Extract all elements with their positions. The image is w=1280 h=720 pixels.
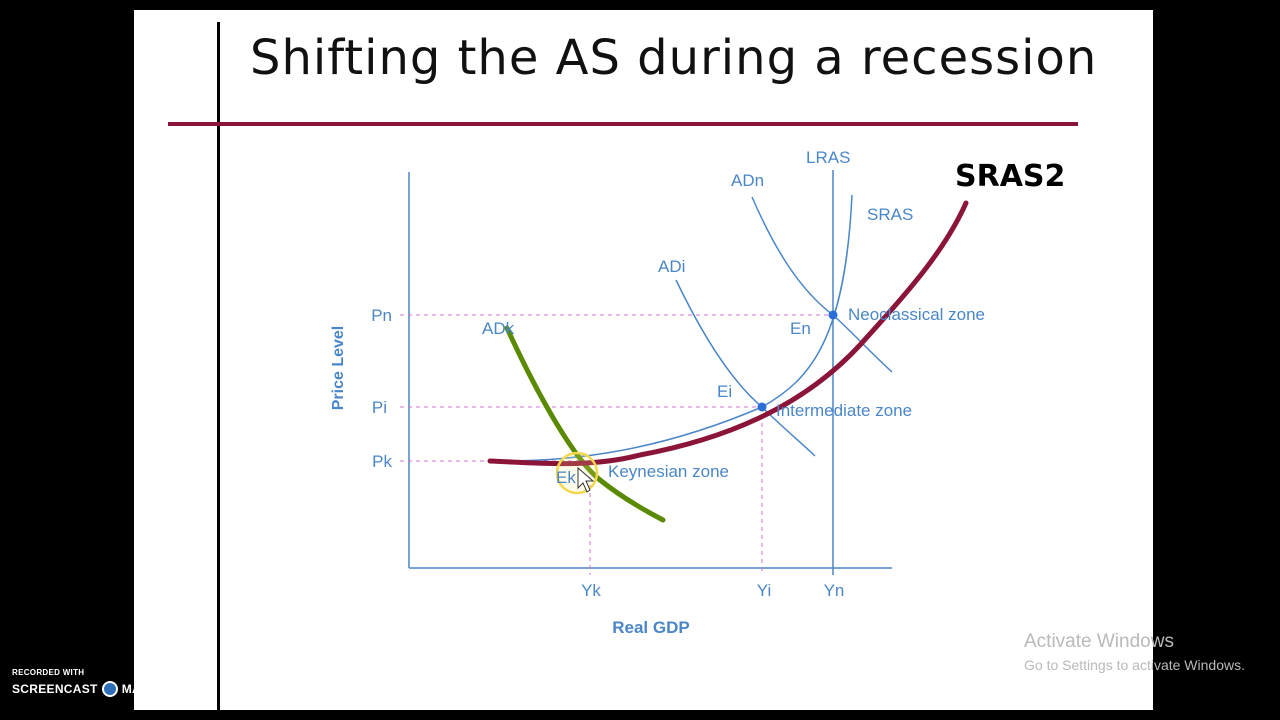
recorder-brand-part-2: MATIC (121, 682, 161, 696)
recorder-brand-part-1: SCREENCAST (12, 682, 98, 696)
en-point (828, 310, 838, 320)
watermark-title: Activate Windows (1024, 631, 1174, 652)
label-en: En (790, 319, 811, 338)
watermark-subtitle: Go to Settings to activate Windows. (1024, 657, 1245, 673)
label-keynesian-zone: Keynesian zone (608, 462, 729, 481)
tick-yk: Yk (581, 581, 601, 600)
label-ei: Ei (717, 382, 732, 401)
guide-lines (400, 314, 833, 575)
recorder-brand: SCREENCAST MATIC (12, 681, 160, 697)
x-axis-label: Real GDP (612, 618, 689, 637)
label-lras: LRAS (806, 148, 850, 167)
ei-point (757, 402, 767, 412)
tick-yi: Yi (757, 581, 772, 600)
tick-yn: Yn (824, 581, 845, 600)
label-neoclassical-zone: Neoclassical zone (848, 305, 985, 324)
label-adk: ADk (482, 319, 515, 338)
sras2-curve (487, 200, 969, 467)
tick-pi: Pi (372, 398, 387, 417)
label-sras2: SRAS2 (955, 159, 1065, 194)
recorder-caption: RECORDED WITH (12, 668, 85, 677)
adn-curve (751, 196, 893, 373)
mouse-pointer-icon (577, 466, 595, 493)
adi-curve (675, 279, 816, 457)
tick-pn: Pn (371, 306, 392, 325)
slide (134, 10, 1153, 710)
title-underline (168, 122, 1078, 126)
activate-windows-watermark: Activate Windows Go to Settings to activ… (1024, 631, 1245, 673)
y-axis-label: Price Level (330, 326, 347, 411)
label-ek: Ek (556, 468, 576, 487)
recorder-logo-icon (101, 681, 118, 697)
label-sras: SRAS (867, 205, 913, 224)
tick-pk: Pk (372, 452, 392, 471)
slide-title: Shifting the AS during a recession (250, 30, 1098, 86)
slide-left-rule (217, 22, 220, 710)
recorder-badge: RECORDED WITH SCREENCAST MATIC (12, 668, 160, 697)
label-adn: ADn (731, 171, 764, 190)
adk-curve (504, 325, 666, 523)
label-intermediate-zone: Intermediate zone (776, 401, 912, 420)
label-adi: ADi (658, 257, 685, 276)
